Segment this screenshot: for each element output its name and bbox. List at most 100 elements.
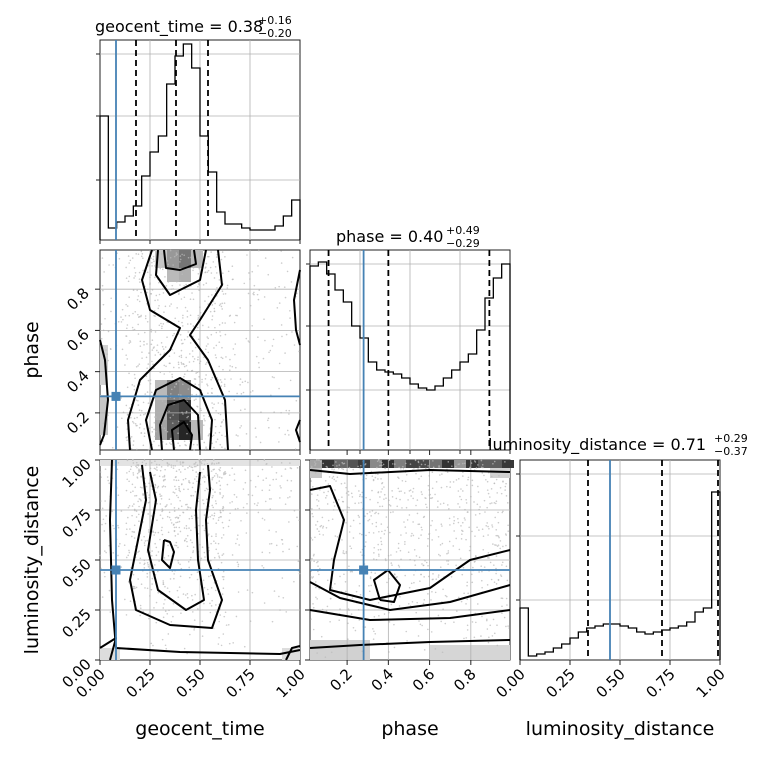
scatter-phase-lumdist-pt-623 (397, 542, 400, 545)
scatter-geocent-lumdist-pt-796 (176, 516, 178, 518)
scatter-geocent-phase-pt-676 (201, 252, 204, 255)
scatter-phase-lumdist-pt-513 (349, 545, 351, 547)
scatter-geocent-phase-pt-344 (182, 413, 184, 415)
scatter-phase-lumdist-pt-561 (321, 516, 324, 519)
scatter-geocent-lumdist-pt-605 (173, 523, 175, 526)
scatter-geocent-lumdist-pt-590 (137, 469, 140, 472)
scatter-geocent-phase-pt-514 (183, 375, 185, 378)
scatter-phase-lumdist-pt-106 (482, 535, 485, 538)
scatter-geocent-phase-pt-454 (132, 289, 135, 291)
scatter-geocent-lumdist-pt-404 (173, 507, 176, 509)
scatter-phase-lumdist-pt-124 (333, 478, 336, 481)
scatter-phase-lumdist-pt-630 (457, 596, 460, 599)
scatter-phase-lumdist-pt-68 (383, 493, 386, 496)
scatter-geocent-phase-pt-82 (137, 404, 140, 406)
scatter-phase-lumdist-pt-18 (476, 603, 479, 605)
scatter-phase-lumdist-pt-783 (360, 464, 362, 467)
scatter-geocent-lumdist-pt-291 (156, 469, 158, 472)
scatter-geocent-phase-pt-675 (178, 355, 181, 358)
scatter-geocent-lumdist-pt-646 (183, 488, 185, 491)
scatter-geocent-phase-pt-773 (153, 428, 155, 431)
scatter-phase-lumdist-pt-327 (407, 602, 410, 605)
scatter-geocent-phase-pt-392 (151, 349, 154, 351)
scatter-geocent-phase-pt-407 (233, 399, 236, 401)
scatter-phase-lumdist-pt-199 (374, 572, 376, 574)
scatter-geocent-phase-pt-324 (192, 443, 195, 446)
scatter-geocent-lumdist-pt-77 (269, 508, 272, 510)
panel-phase-lumdist-truth-marker (359, 565, 369, 575)
scatter-geocent-lumdist-pt-24 (185, 525, 188, 527)
scatter-phase-lumdist-pt-729 (329, 597, 332, 600)
scatter-phase-lumdist-pt-498 (403, 521, 405, 523)
scatter-phase-lumdist-pt-61 (416, 601, 418, 604)
scatter-phase-lumdist-pt-75 (476, 503, 479, 506)
scatter-geocent-lumdist-pt-152 (175, 544, 178, 547)
scatter-geocent-lumdist-pt-668 (168, 511, 171, 514)
scatter-geocent-lumdist-pt-635 (154, 542, 156, 545)
scatter-geocent-phase-pt-705 (174, 317, 177, 320)
scatter-geocent-phase-pt-388 (166, 260, 169, 262)
scatter-geocent-lumdist-pt-794 (222, 505, 224, 508)
scatter-geocent-phase-pt-37 (180, 363, 183, 365)
scatter-geocent-lumdist-pt-671 (160, 529, 163, 532)
scatter-geocent-lumdist-pt-165 (219, 488, 222, 490)
scatter-geocent-phase-pt-380 (170, 443, 172, 445)
scatter-geocent-phase-pt-489 (241, 381, 244, 384)
scatter-geocent-phase-pt-578 (129, 259, 132, 262)
scatter-geocent-lumdist-pt-163 (228, 519, 231, 522)
scatter-phase-lumdist-pt-398 (377, 512, 380, 515)
scatter-phase-lumdist-pt-478 (325, 610, 328, 612)
scatter-geocent-phase-pt-49 (202, 283, 205, 286)
scatter-phase-lumdist-pt-169 (311, 485, 314, 488)
scatter-phase-lumdist-pt-11 (369, 511, 371, 513)
scatter-geocent-lumdist-pt-355 (152, 644, 154, 647)
scatter-geocent-phase-pt-694 (161, 327, 163, 330)
scatter-phase-lumdist-pt-503 (497, 579, 500, 582)
scatter-geocent-phase-pt-322 (186, 316, 189, 318)
xtick-label-col0-1: 0.25 (122, 665, 158, 701)
scatter-geocent-lumdist-pt-161 (193, 478, 196, 480)
scatter-phase-lumdist-pt-644 (442, 588, 444, 591)
scatter-phase-lumdist-pt-147 (506, 502, 509, 504)
scatter-phase-lumdist-pt-683 (491, 635, 494, 637)
scatter-geocent-phase-pt-38 (157, 307, 160, 310)
scatter-phase-lumdist-pt-31 (319, 489, 321, 491)
scatter-geocent-phase-pt-654 (138, 363, 141, 365)
scatter-phase-lumdist-pt-290 (418, 537, 420, 540)
scatter-geocent-phase-pt-89 (131, 384, 134, 386)
scatter-phase-lumdist-pt-631 (349, 570, 352, 573)
scatter-geocent-phase-pt-134 (147, 264, 150, 267)
scatter-phase-lumdist-pt-653 (312, 603, 314, 605)
scatter-geocent-phase-pt-30 (236, 392, 238, 395)
scatter-geocent-lumdist-pt-750 (193, 629, 195, 631)
scatter-geocent-lumdist-pt-649 (138, 468, 140, 470)
scatter-geocent-lumdist-pt-549 (229, 502, 231, 504)
scatter-geocent-phase-pt-443 (179, 333, 182, 336)
scatter-geocent-phase-pt-2 (213, 307, 216, 310)
scatter-geocent-lumdist-pt-93 (127, 554, 129, 557)
scatter-geocent-lumdist-pt-580 (246, 589, 249, 591)
scatter-phase-lumdist-pt-728 (380, 461, 383, 464)
scatter-geocent-lumdist-pt-409 (279, 497, 281, 499)
scatter-geocent-lumdist-pt-614 (133, 537, 136, 539)
density-phase-lumdist-cell-9 (418, 460, 430, 468)
scatter-phase-lumdist-pt-296 (504, 485, 507, 488)
scatter-geocent-phase-pt-467 (204, 300, 206, 302)
scatter-geocent-lumdist-pt-478 (119, 542, 121, 545)
scatter-phase-lumdist-pt-365 (458, 463, 461, 465)
panel-geocent-phase-truth-marker (111, 391, 121, 401)
scatter-phase-lumdist-pt-414 (490, 578, 493, 581)
scatter-geocent-phase-pt-428 (295, 399, 298, 402)
scatter-phase-lumdist-pt-547 (446, 485, 448, 488)
scatter-geocent-phase-pt-149 (154, 435, 156, 438)
scatter-geocent-lumdist-pt-328 (229, 512, 231, 515)
scatter-geocent-lumdist-pt-558 (212, 476, 214, 479)
scatter-phase-lumdist-pt-38 (413, 468, 415, 470)
scatter-phase-lumdist-pt-505 (493, 502, 496, 504)
scatter-geocent-phase-pt-292 (178, 366, 180, 369)
scatter-geocent-lumdist-pt-688 (186, 596, 189, 599)
scatter-geocent-phase-pt-143 (165, 284, 168, 287)
scatter-geocent-lumdist-pt-615 (129, 468, 132, 471)
scatter-geocent-lumdist-pt-350 (215, 472, 217, 475)
scatter-phase-lumdist-pt-274 (377, 459, 380, 461)
